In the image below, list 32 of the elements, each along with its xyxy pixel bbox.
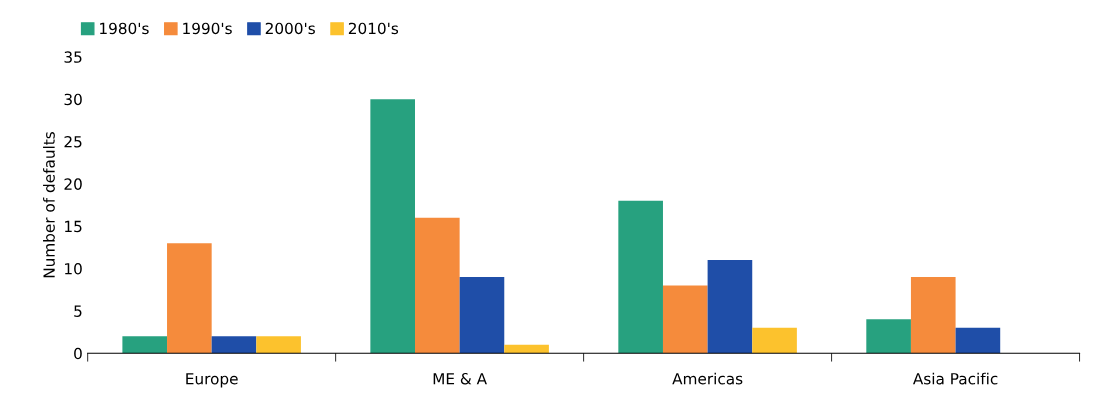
- bar: [752, 327, 797, 354]
- y-tick-label: 10: [65, 263, 82, 275]
- bar: [662, 285, 708, 354]
- y-axis-title: Number of defaults: [43, 132, 55, 278]
- y-tick-label: 20: [64, 178, 82, 190]
- x-tick-label: ME & A: [433, 372, 487, 385]
- legend-label: 1980's: [100, 22, 149, 35]
- bar: [370, 99, 415, 354]
- bar: [910, 277, 956, 354]
- y-tick-label: 25: [64, 135, 82, 148]
- y-tick-label: 0: [74, 347, 82, 360]
- y-tick-label: 35: [64, 51, 82, 63]
- x-tick-label: Europe: [186, 373, 238, 388]
- legend-label: 2000's: [265, 22, 315, 35]
- bar: [955, 327, 1001, 354]
- bar: [256, 336, 301, 354]
- legend-label: 1990's: [183, 22, 232, 35]
- bar: [504, 344, 549, 354]
- bar: [618, 200, 663, 354]
- y-tick-label: 15: [65, 220, 82, 233]
- legend-label: 2010's: [348, 22, 399, 35]
- x-tick-label: Asia Pacific: [912, 372, 998, 385]
- bar: [866, 319, 911, 354]
- bar: [707, 260, 753, 354]
- bar: [211, 336, 257, 354]
- y-tick-label: 5: [74, 305, 82, 317]
- bar: [459, 277, 505, 354]
- bar: [122, 336, 168, 354]
- x-tick-label: Americas: [672, 372, 743, 385]
- bar: [167, 243, 212, 354]
- y-tick-label: 30: [64, 93, 82, 106]
- bar: [415, 217, 460, 354]
